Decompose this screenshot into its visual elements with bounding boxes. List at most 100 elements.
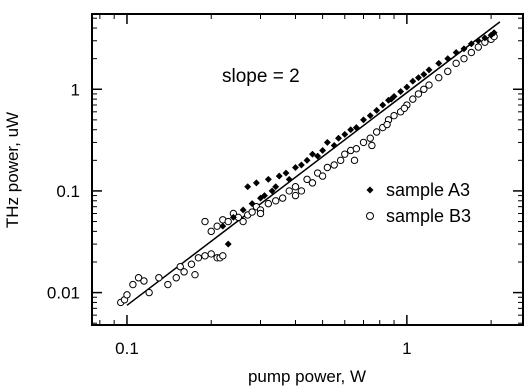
data-point-b3 bbox=[409, 95, 417, 103]
data-point-b3 bbox=[350, 156, 359, 165]
data-point-a3 bbox=[444, 55, 452, 63]
data-point-b3 bbox=[366, 134, 374, 142]
data-point-b3 bbox=[187, 260, 196, 268]
data-point-b3 bbox=[194, 254, 203, 262]
minor-ticks bbox=[92, 14, 523, 325]
data-point-a3 bbox=[366, 112, 374, 120]
data-point-b3 bbox=[467, 48, 476, 57]
data-point-b3 bbox=[425, 81, 433, 89]
data-point-a3 bbox=[373, 106, 381, 114]
data-point-b3 bbox=[359, 138, 368, 147]
data-point-b3 bbox=[256, 209, 265, 218]
data-point-b3 bbox=[278, 194, 287, 202]
data-point-b3 bbox=[239, 217, 247, 226]
data-point-b3 bbox=[191, 270, 199, 279]
legend: sample A3 sample B3 bbox=[366, 180, 471, 226]
data-point-a3 bbox=[352, 124, 360, 132]
data-point-a3 bbox=[460, 45, 468, 53]
data-point-a3 bbox=[239, 206, 247, 214]
plot-frame bbox=[91, 13, 524, 326]
fit-line bbox=[126, 21, 501, 306]
data-point-a3 bbox=[414, 74, 422, 82]
data-point-a3 bbox=[308, 150, 317, 158]
data-point-a3 bbox=[330, 141, 338, 150]
data-point-b3 bbox=[460, 54, 468, 63]
data-point-a3 bbox=[474, 37, 482, 45]
data-point-a3 bbox=[490, 29, 498, 37]
x-axis-label: pump power, W bbox=[248, 367, 366, 386]
y-tick-label: 0.01 bbox=[47, 284, 80, 303]
major-ticks bbox=[92, 14, 523, 325]
data-point-b3 bbox=[140, 277, 148, 285]
data-point-a3 bbox=[467, 40, 475, 48]
data-point-a3 bbox=[297, 161, 305, 169]
data-point-b3 bbox=[390, 111, 398, 120]
series-sample-a3 bbox=[219, 29, 498, 248]
data-point-b3 bbox=[145, 288, 153, 297]
data-point-b3 bbox=[123, 291, 131, 299]
data-point-b3 bbox=[318, 172, 327, 180]
data-point-b3 bbox=[352, 145, 361, 153]
data-point-b3 bbox=[129, 280, 137, 289]
data-point-b3 bbox=[201, 252, 209, 260]
data-point-a3 bbox=[435, 59, 443, 67]
fit-line-group bbox=[126, 21, 501, 306]
x-tick-labels: 0.1 1 bbox=[115, 339, 411, 358]
plot-area bbox=[91, 13, 524, 326]
data-point-a3 bbox=[229, 213, 237, 221]
data-point-b3 bbox=[248, 208, 256, 216]
data-point-b3 bbox=[336, 156, 345, 165]
data-point-b3 bbox=[134, 274, 143, 282]
data-point-a3 bbox=[359, 116, 368, 124]
data-point-a3 bbox=[272, 183, 280, 191]
data-point-b3 bbox=[291, 191, 300, 200]
y-tick-label: 0.1 bbox=[56, 182, 80, 201]
data-point-a3 bbox=[347, 126, 355, 134]
data-point-a3 bbox=[275, 172, 283, 180]
data-point-a3 bbox=[397, 87, 405, 96]
legend-marker-a3 bbox=[366, 186, 374, 194]
data-point-a3 bbox=[452, 48, 460, 57]
data-point-b3 bbox=[372, 128, 381, 136]
data-point-a3 bbox=[341, 130, 349, 138]
y-axis-label: THz power, uW bbox=[3, 112, 22, 228]
data-point-a3 bbox=[420, 70, 428, 78]
data-point-b3 bbox=[474, 43, 483, 51]
data-point-a3 bbox=[268, 187, 276, 195]
data-point-b3 bbox=[164, 280, 172, 289]
legend-marker-b3 bbox=[366, 212, 374, 220]
data-point-b3 bbox=[330, 161, 338, 169]
data-point-b3 bbox=[272, 197, 280, 205]
data-point-b3 bbox=[224, 217, 232, 226]
data-point-a3 bbox=[303, 156, 311, 164]
data-point-a3 bbox=[387, 95, 395, 103]
legend-label-a3: sample A3 bbox=[386, 180, 470, 200]
data-point-a3 bbox=[403, 83, 411, 91]
data-point-a3 bbox=[425, 66, 433, 74]
data-point-b3 bbox=[172, 274, 180, 282]
data-point-a3 bbox=[379, 101, 387, 109]
data-point-b3 bbox=[176, 262, 184, 271]
y-tick-label: 1 bbox=[71, 80, 80, 99]
data-point-b3 bbox=[400, 104, 409, 112]
data-point-b3 bbox=[291, 183, 300, 191]
legend-circle bbox=[366, 212, 374, 220]
data-point-a3 bbox=[481, 34, 489, 42]
x-tick-label: 1 bbox=[402, 339, 411, 358]
y-tick-labels: 0.01 0.1 1 bbox=[47, 80, 80, 302]
data-point-b3 bbox=[444, 67, 452, 76]
data-point-b3 bbox=[155, 274, 163, 282]
data-point-b3 bbox=[308, 179, 317, 187]
data-point-a3 bbox=[252, 179, 260, 187]
legend-diamond bbox=[366, 186, 374, 194]
data-point-a3 bbox=[264, 175, 272, 183]
data-point-b3 bbox=[297, 187, 306, 195]
data-point-b3 bbox=[219, 252, 227, 260]
legend-label-b3: sample B3 bbox=[386, 206, 471, 226]
data-point-a3 bbox=[219, 222, 227, 230]
data-point-b3 bbox=[414, 90, 423, 98]
data-point-a3 bbox=[409, 77, 417, 85]
data-point-b3 bbox=[341, 150, 349, 158]
data-point-a3 bbox=[334, 134, 343, 142]
